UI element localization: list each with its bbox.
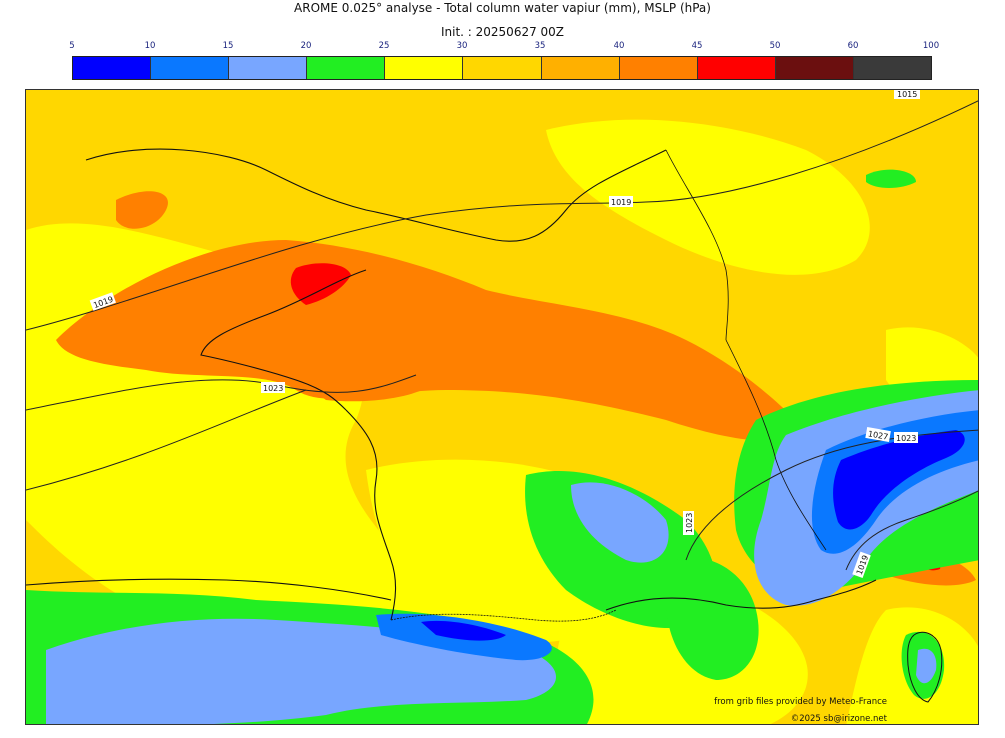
isobar-line: [845, 490, 978, 571]
svg-text:1027: 1027: [867, 429, 889, 441]
colorbar-tick: 30: [456, 41, 468, 51]
border-east: [665, 149, 729, 341]
svg-text:1019: 1019: [611, 198, 631, 207]
field-5-10-alps: [833, 430, 965, 530]
init-time-label: Init. : 20250627 00Z: [440, 25, 565, 39]
colorbar-legend: 5 10 15 20 25 30 35 40 45 50 60 100: [69, 41, 939, 81]
colorbar-tick: 50: [769, 41, 781, 51]
colorbar-swatch: [463, 57, 542, 79]
isobar-line: [26, 100, 978, 331]
field-15-20-corsica: [916, 648, 937, 684]
coastline-spain-north: [26, 578, 392, 601]
colorbar-tick: 20: [300, 41, 312, 51]
field-45-50-channel: [290, 263, 351, 305]
svg-text:1023: 1023: [896, 434, 916, 443]
border-pyrenees: [390, 609, 617, 622]
isobar-line: [26, 389, 307, 491]
colorbar-swatch: [853, 57, 932, 79]
field-5-10-pyrenees: [421, 620, 506, 641]
isobar-label: 1019: [609, 196, 633, 207]
isobar-label: 1023: [261, 382, 285, 393]
border-alps: [725, 339, 827, 551]
colorbar-swatch: [73, 57, 152, 79]
colorbar-tick: 25: [378, 41, 390, 51]
colorbar: [72, 56, 932, 80]
svg-text:1023: 1023: [685, 513, 694, 533]
colorbar-swatch: [619, 57, 698, 79]
source-credit: from grib files provided by Meteo-France: [714, 697, 887, 707]
chart-title: AROME 0.025° analyse - Total column wate…: [294, 1, 711, 15]
colorbar-swatch: [775, 57, 854, 79]
copyright-credit: ©2025 sb@irizone.net: [790, 714, 887, 724]
colorbar-tick: 35: [534, 41, 546, 51]
corsica-outline: [907, 631, 943, 703]
coastline-mediterranean: [605, 579, 877, 611]
field-40-45-bay: [116, 191, 168, 229]
colorbar-swatch: [229, 57, 308, 79]
colorbar-swatch: [697, 57, 776, 79]
coastline-brittany: [200, 269, 367, 411]
field-40-45-loire: [313, 367, 436, 402]
colorbar-swatch: [307, 57, 386, 79]
colorbar-tick: 5: [69, 41, 75, 51]
isobar-label: 1027: [865, 427, 891, 443]
field-20-25-rhone: [666, 557, 759, 680]
colorbar-ticks: 5 10 15 20 25 30 35 40 45 50 60 100: [69, 41, 939, 55]
colorbar-swatch: [385, 57, 464, 79]
colorbar-tick: 100: [922, 41, 940, 51]
colorbar-tick: 40: [613, 41, 625, 51]
colorbar-tick: 10: [144, 41, 156, 51]
colorbar-swatch: [541, 57, 620, 79]
coastline-atlantic: [345, 409, 397, 621]
colorbar-tick: 45: [691, 41, 703, 51]
weather-map: 1015 1019 1019 1023 1027 1023 1023 1019: [25, 89, 979, 725]
field-25-30-north: [546, 119, 870, 275]
isobar-label: 1023: [683, 511, 694, 535]
svg-text:1015: 1015: [897, 90, 917, 99]
colorbar-swatch: [151, 57, 230, 79]
isobar-label: 1023: [894, 432, 918, 443]
svg-text:1023: 1023: [263, 384, 283, 393]
isobar-label: 1015: [894, 90, 920, 99]
field-20-25-north: [866, 169, 916, 188]
colorbar-tick: 60: [847, 41, 859, 51]
field-15-20-massif: [571, 482, 669, 563]
colorbar-tick: 15: [222, 41, 234, 51]
field-40-45-band: [56, 240, 806, 441]
